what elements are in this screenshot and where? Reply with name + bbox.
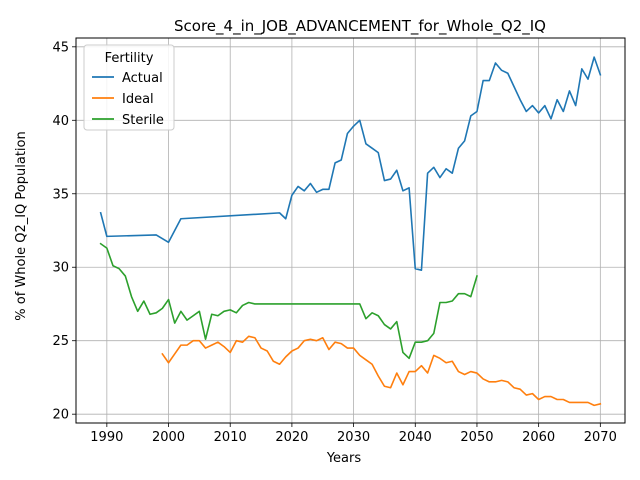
x-tick-label: 2030: [337, 430, 370, 445]
x-tick-label: 2000: [152, 430, 185, 445]
grid: [76, 38, 625, 423]
chart-title: Score_4_in_JOB_ADVANCEMENT_for_Whole_Q2_…: [174, 17, 546, 36]
legend-label-sterile: Sterile: [122, 113, 164, 128]
x-tick-label: 2070: [584, 430, 617, 445]
series-line-actual: [99, 56, 602, 271]
x-tick-label: 1990: [90, 430, 123, 445]
series-line-sterile: [99, 242, 478, 360]
legend-box: [83, 44, 175, 131]
x-tick-label: 2010: [214, 430, 247, 445]
series-line-ideal: [161, 335, 602, 407]
y-tick-label: 30: [52, 261, 69, 276]
y-tick-label: 20: [52, 408, 69, 423]
x-axis-label: Years: [326, 451, 362, 466]
x-axis-ticks: 1990 2000 2010 2020 2030 2040 2050 2060 2070: [90, 423, 617, 445]
y-axis-label: % of Whole Q2_IQ Population: [14, 131, 29, 320]
plot-frame: [75, 37, 626, 424]
x-tick-label: 2060: [522, 430, 555, 445]
x-tick-label: 2040: [399, 430, 432, 445]
legend-label-actual: Actual: [122, 71, 163, 86]
series-lines: [99, 56, 602, 407]
y-tick-label: 40: [52, 114, 69, 129]
legend-title: Fertility: [105, 51, 154, 66]
y-axis-ticks: 20 25 30 35 40 45: [52, 40, 76, 423]
y-tick-label: 45: [52, 40, 69, 55]
y-tick-label: 35: [52, 187, 69, 202]
x-tick-label: 2050: [460, 430, 493, 445]
legend-label-ideal: Ideal: [122, 92, 154, 107]
y-tick-label: 25: [52, 334, 69, 349]
x-tick-label: 2020: [275, 430, 308, 445]
legend: Fertility Actual Ideal Sterile: [83, 44, 175, 131]
